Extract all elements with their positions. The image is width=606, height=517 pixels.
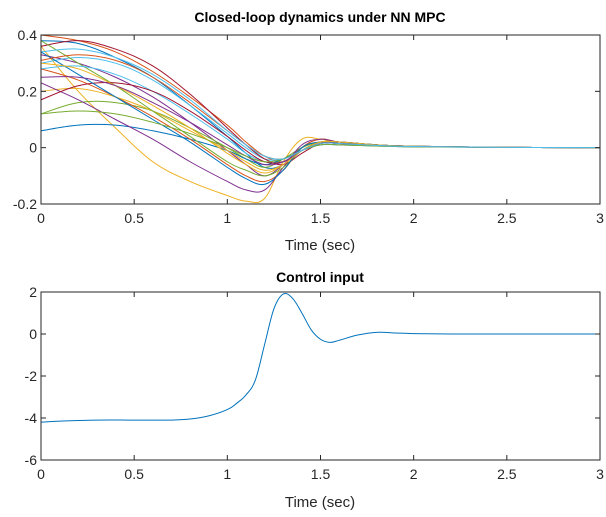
axis-ticks: 0 0.5 1 1.5 2 2.5 3-0.200.20.4 <box>13 27 604 226</box>
series-line-2 <box>41 35 600 163</box>
chart-control-input: Control input 0 0.5 1 1.5 2 2.5 3 -6 -4 -2 0 2 Time… <box>25 269 605 511</box>
y-tick-label: 0 <box>29 326 37 342</box>
series-line-1 <box>41 40 600 169</box>
y-tick-label: -4 <box>25 410 38 426</box>
series-line-10 <box>41 87 600 171</box>
series-line-13 <box>41 65 600 164</box>
x-tick-label: 0.5 <box>124 210 144 226</box>
x-tick-label: 3 <box>596 210 604 226</box>
x-tick-label: 0 <box>37 210 45 226</box>
series-line-18 <box>41 76 600 166</box>
x-tick-label: 2.5 <box>497 210 517 226</box>
series-line-17 <box>41 62 600 174</box>
chart-title: Closed-loop dynamics under NN MPC <box>194 9 445 25</box>
x-tick-label: 0 <box>37 466 45 482</box>
plot-frame <box>40 34 601 205</box>
x-tick-label: 3 <box>596 466 604 482</box>
y-tick-label: -0.2 <box>13 196 37 212</box>
x-tick-label: 1.5 <box>311 210 331 226</box>
series-line-14 <box>41 81 600 164</box>
x-tick-label: 1 <box>223 466 231 482</box>
plot-frame <box>40 291 601 461</box>
series-line-15 <box>41 51 600 186</box>
series-group <box>41 35 600 204</box>
series-line-9 <box>41 68 600 183</box>
x-tick-label: 2 <box>410 466 418 482</box>
x-tick-label: 0.5 <box>124 466 144 482</box>
series-line-1 <box>41 292 600 423</box>
y-tick-label: 0.4 <box>18 27 38 43</box>
x-tick-label: 1 <box>223 210 231 226</box>
y-tick-label: 0 <box>29 140 37 156</box>
x-axis-label: Time (sec) <box>285 237 355 254</box>
y-tick-label: 2 <box>29 284 37 300</box>
series-line-20 <box>41 48 600 160</box>
series-line-5 <box>41 100 600 168</box>
y-tick-label: -6 <box>25 452 38 468</box>
axis-ticks: 0 0.5 1 1.5 2 2.5 3 -6 -4 -2 0 2 <box>25 284 605 482</box>
y-tick-label: 0.2 <box>18 83 38 99</box>
chart-closed-loop-dynamics: Closed-loop dynamics under NN MPC 0 0.5 1 1… <box>13 9 604 254</box>
x-tick-label: 2 <box>410 210 418 226</box>
x-tick-label: 2.5 <box>497 466 517 482</box>
x-tick-label: 1.5 <box>311 466 331 482</box>
y-tick-label: -2 <box>25 368 38 384</box>
series-group <box>41 292 600 423</box>
x-axis-label: Time (sec) <box>285 494 355 511</box>
chart-title: Control input <box>276 269 364 285</box>
